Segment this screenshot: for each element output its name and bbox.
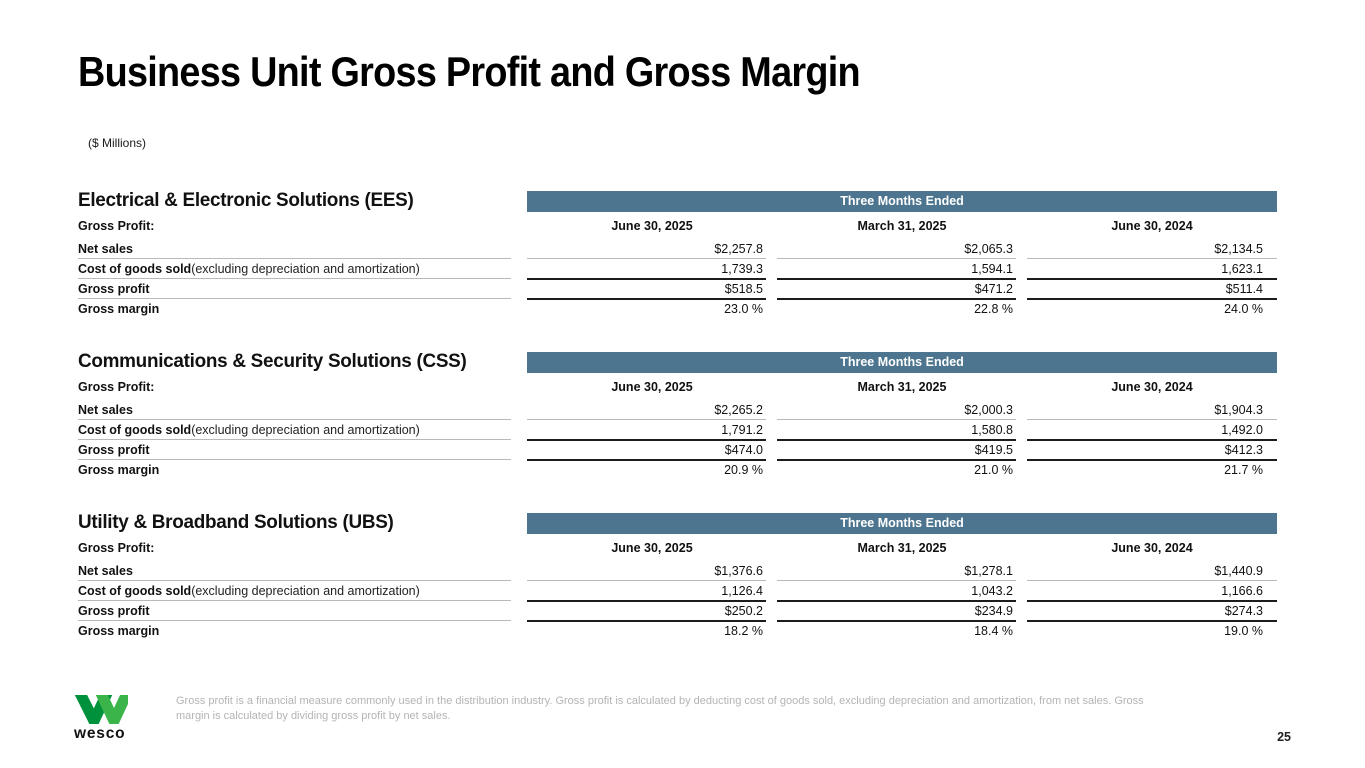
table-row-gross-profit: Gross profit $250.2 $234.9 $274.3 [78, 601, 1277, 622]
wesco-logo: wesco [74, 695, 132, 743]
cell-value: 22.8 % [974, 302, 1013, 316]
gross-profit-label: Gross Profit: [78, 218, 155, 233]
column-header: June 30, 2025 [611, 379, 693, 394]
period-header-bar: Three Months Ended [527, 513, 1277, 534]
cell-value: $412.3 [1027, 440, 1277, 461]
row-label: Cost of goods sold [78, 262, 192, 276]
table-row-gross-profit: Gross profit $518.5 $471.2 $511.4 [78, 279, 1277, 300]
period-header-bar: Three Months Ended [527, 352, 1277, 373]
row-label: Gross margin [78, 302, 160, 316]
cell-value: $419.5 [777, 440, 1027, 461]
table-row-gross-profit: Gross profit $474.0 $419.5 $412.3 [78, 440, 1277, 461]
cell-value: $1,904.3 [1027, 400, 1277, 420]
cell-value: $471.2 [777, 279, 1027, 300]
cell-value: $2,257.8 [527, 239, 777, 259]
gross-profit-label: Gross Profit: [78, 540, 155, 555]
cell-value: 18.2 % [724, 624, 763, 638]
column-header: June 30, 2024 [1111, 540, 1193, 555]
gross-profit-label: Gross Profit: [78, 379, 155, 394]
column-header: June 30, 2025 [611, 218, 693, 233]
row-label-note: (excluding depreciation and amortization… [191, 262, 420, 276]
footnote-text: Gross profit is a financial measure comm… [176, 695, 1144, 722]
table-row-cogs: Cost of goods sold (excluding depreciati… [78, 259, 1277, 280]
cell-value: $518.5 [527, 279, 777, 300]
cell-value: 1,043.2 [777, 581, 1027, 602]
row-label: Cost of goods sold [78, 584, 192, 598]
section-title-ees: Electrical & Electronic Solutions (EES) [78, 189, 414, 211]
cell-value: $474.0 [527, 440, 777, 461]
cell-value: 18.4 % [974, 624, 1013, 638]
row-label: Gross profit [78, 604, 150, 618]
cell-value: $511.4 [1027, 279, 1277, 300]
table-row-net-sales: Net sales $1,376.6 $1,278.1 $1,440.9 [78, 561, 1277, 581]
cell-value: 1,594.1 [777, 259, 1027, 280]
cell-value: $1,278.1 [777, 561, 1027, 581]
row-label: Net sales [78, 242, 133, 256]
wesco-logo-text: wesco [74, 725, 126, 742]
row-label: Gross profit [78, 443, 150, 457]
cell-value: 1,166.6 [1027, 581, 1277, 602]
cell-value: 20.9 % [724, 463, 763, 477]
cell-value: $234.9 [777, 601, 1027, 622]
table-css: Communications & Security Solutions (CSS… [78, 347, 1277, 480]
cell-value: $274.3 [1027, 601, 1277, 622]
section-title-ubs: Utility & Broadband Solutions (UBS) [78, 511, 394, 533]
column-header: March 31, 2025 [857, 540, 947, 555]
table-row-cogs: Cost of goods sold (excluding depreciati… [78, 581, 1277, 602]
table-row-net-sales: Net sales $2,257.8 $2,065.3 $2,134.5 [78, 239, 1277, 259]
column-header: June 30, 2024 [1111, 379, 1193, 394]
cell-value: 19.0 % [1224, 624, 1263, 638]
row-label: Net sales [78, 564, 133, 578]
cell-value: 24.0 % [1224, 302, 1263, 316]
table-row-cogs: Cost of goods sold (excluding depreciati… [78, 420, 1277, 441]
cell-value: 1,580.8 [777, 420, 1027, 441]
column-header: March 31, 2025 [857, 379, 947, 394]
column-header: June 30, 2025 [611, 540, 693, 555]
cell-value: $250.2 [527, 601, 777, 622]
page-number: 25 [1277, 730, 1291, 744]
cell-value: $1,440.9 [1027, 561, 1277, 581]
row-label: Cost of goods sold [78, 423, 192, 437]
row-label: Gross margin [78, 624, 160, 638]
column-header: June 30, 2024 [1111, 218, 1193, 233]
table-ubs: Utility & Broadband Solutions (UBS) Thre… [78, 508, 1277, 641]
cell-value: 21.0 % [974, 463, 1013, 477]
section-title-css: Communications & Security Solutions (CSS… [78, 350, 467, 372]
cell-value: 1,126.4 [527, 581, 777, 602]
row-label: Gross profit [78, 282, 150, 296]
column-header: March 31, 2025 [857, 218, 947, 233]
cell-value: 21.7 % [1224, 463, 1263, 477]
row-label-note: (excluding depreciation and amortization… [191, 423, 420, 437]
row-label-note: (excluding depreciation and amortization… [191, 584, 420, 598]
wesco-w-icon [74, 695, 128, 724]
cell-value: $2,265.2 [527, 400, 777, 420]
units-subtitle: ($ Millions) [88, 136, 147, 150]
row-label: Gross margin [78, 463, 160, 477]
cell-value: 23.0 % [724, 302, 763, 316]
table-ees: Electrical & Electronic Solutions (EES) … [78, 186, 1277, 319]
cell-value: 1,739.3 [527, 259, 777, 280]
cell-value: 1,791.2 [527, 420, 777, 441]
table-row-gross-margin: Gross margin 20.9 % 21.0 % 21.7 % [78, 460, 1277, 480]
cell-value: $2,000.3 [777, 400, 1027, 420]
cell-value: 1,492.0 [1027, 420, 1277, 441]
table-row-gross-margin: Gross margin 23.0 % 22.8 % 24.0 % [78, 299, 1277, 319]
row-label: Net sales [78, 403, 133, 417]
cell-value: 1,623.1 [1027, 259, 1277, 280]
table-row-net-sales: Net sales $2,265.2 $2,000.3 $1,904.3 [78, 400, 1277, 420]
period-header-bar: Three Months Ended [527, 191, 1277, 212]
page-title: Business Unit Gross Profit and Gross Mar… [78, 48, 861, 95]
cell-value: $2,134.5 [1027, 239, 1277, 259]
cell-value: $2,065.3 [777, 239, 1027, 259]
cell-value: $1,376.6 [527, 561, 777, 581]
table-row-gross-margin: Gross margin 18.2 % 18.4 % 19.0 % [78, 621, 1277, 641]
